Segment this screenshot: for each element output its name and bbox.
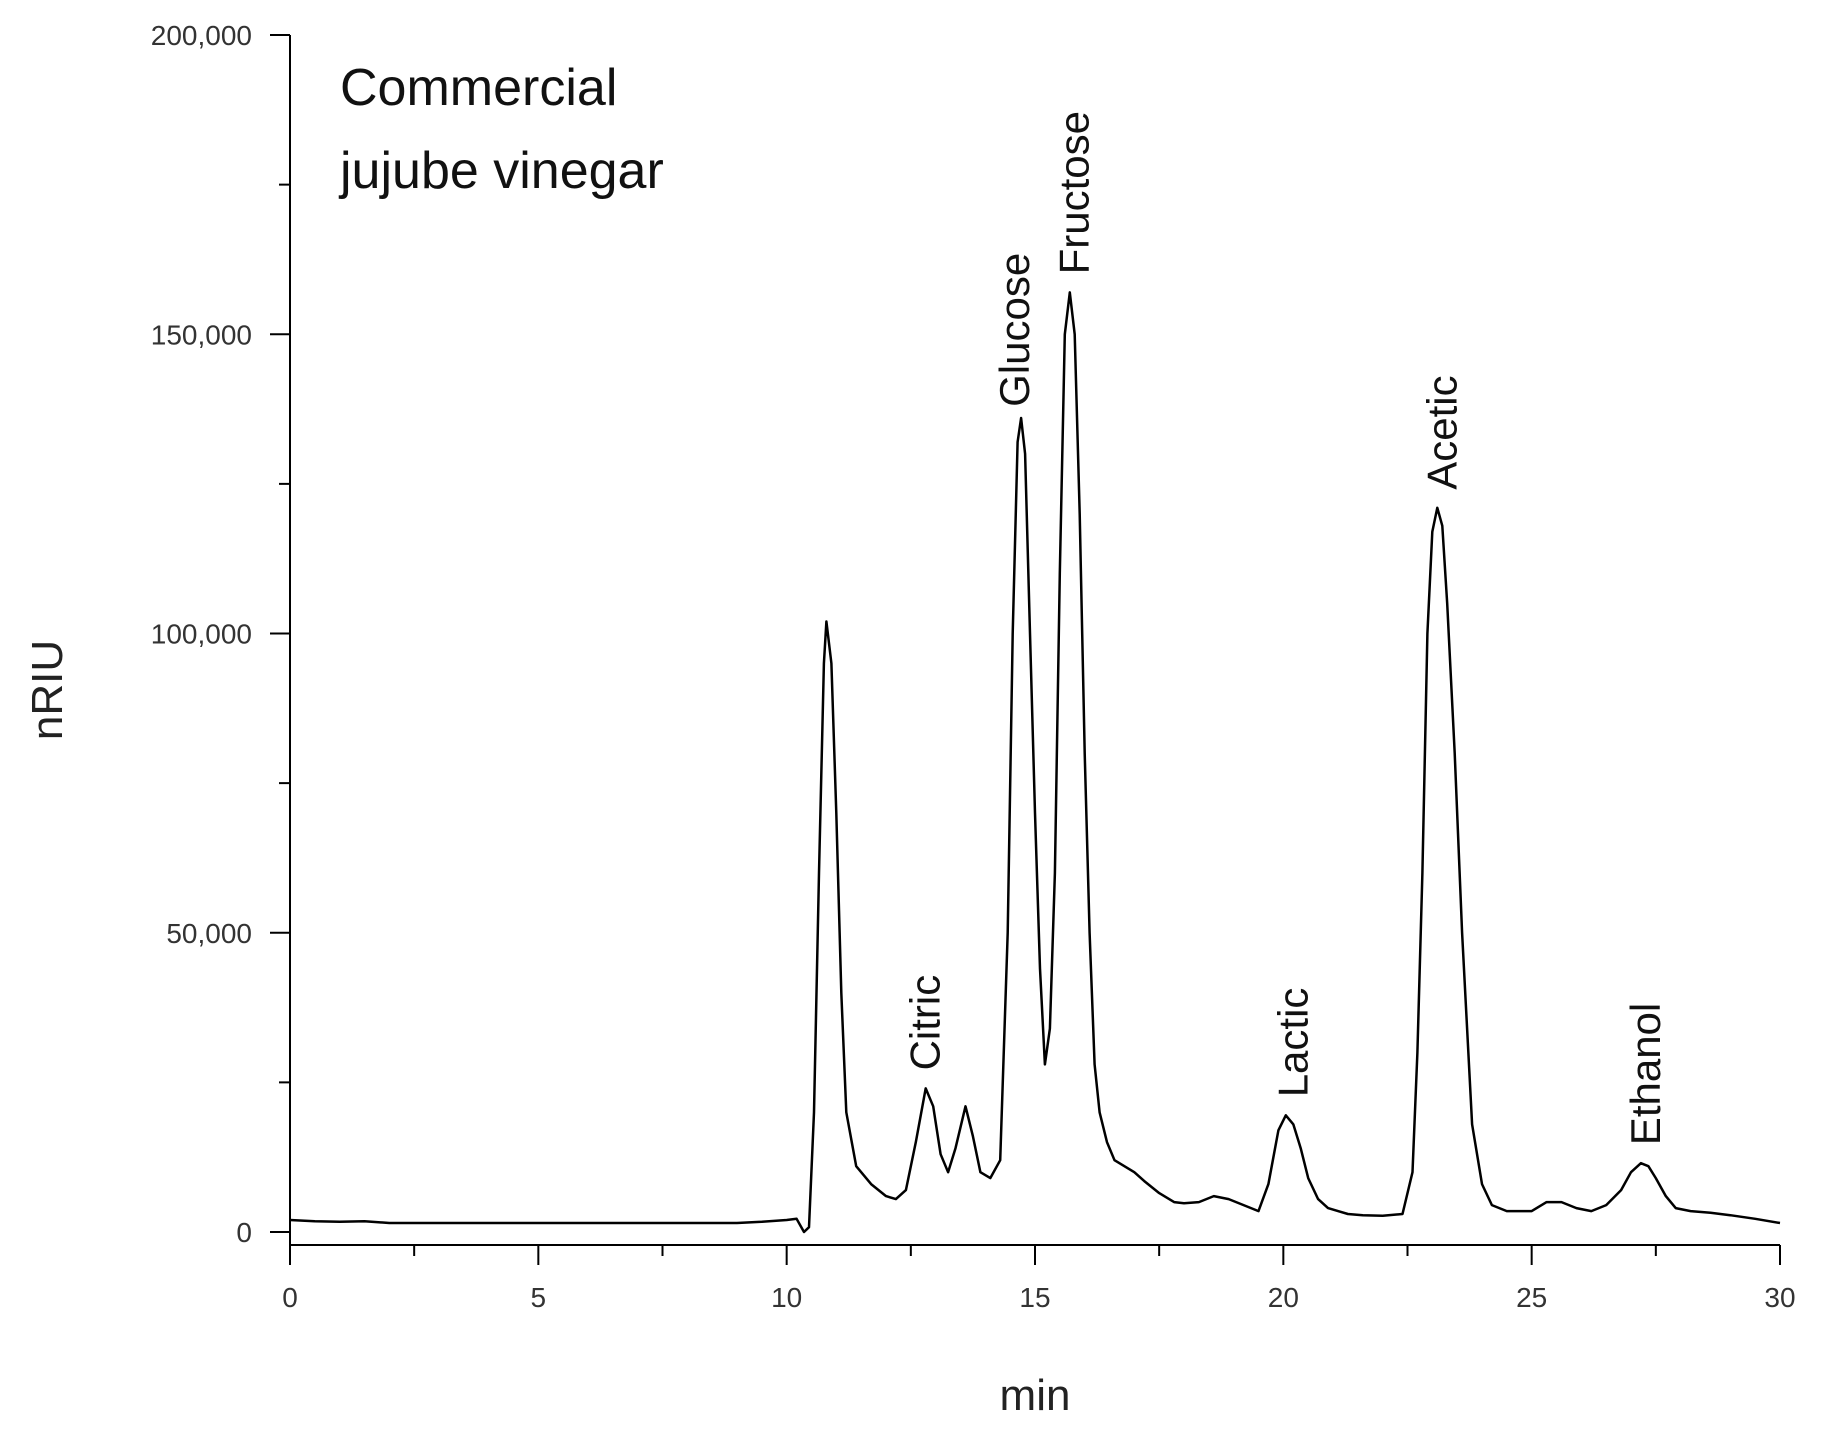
y-tick-label: 50,000 — [166, 918, 252, 949]
peak-labels: Citric Glucose Fructose Lactic Acetic Ethanol — [902, 111, 1669, 1145]
x-axis-title: min — [1000, 1371, 1071, 1420]
y-tick-label: 0 — [236, 1217, 252, 1248]
peak-label: Citric — [902, 975, 949, 1071]
sample-annotation: Commercial jujube vinegar — [338, 59, 664, 200]
axes — [289, 35, 1780, 1246]
y-tick-label: 200,000 — [151, 20, 252, 51]
chromatogram-trace — [289, 291, 1781, 1234]
axis-titles: min nRIU — [23, 640, 1070, 1420]
series-group — [289, 291, 1781, 1234]
x-tick-label: 5 — [531, 1282, 547, 1313]
peak-label: Lactic — [1269, 988, 1316, 1098]
y-tick-label: 150,000 — [151, 319, 252, 350]
x-tick-label: 15 — [1019, 1282, 1050, 1313]
annotation-line-2: jujube vinegar — [338, 142, 664, 200]
peak-label: Ethanol — [1622, 1003, 1669, 1145]
peak-label: Fructose — [1051, 111, 1098, 274]
axis-ticks: 0 5 10 15 20 25 30 0 50,000 100,000 150,000 200,000 — [151, 20, 1796, 1313]
y-tick-label: 100,000 — [151, 619, 252, 650]
x-tick-label: 0 — [282, 1282, 298, 1313]
annotation-line-1: Commercial — [340, 59, 617, 117]
x-tick-label: 30 — [1764, 1282, 1795, 1313]
x-tick-label: 10 — [771, 1282, 802, 1313]
y-axis-title: nRIU — [23, 640, 72, 740]
peak-label: Glucose — [991, 253, 1038, 407]
x-tick-label: 20 — [1268, 1282, 1299, 1313]
peak-label: Acetic — [1418, 375, 1465, 489]
x-tick-label: 25 — [1516, 1282, 1547, 1313]
